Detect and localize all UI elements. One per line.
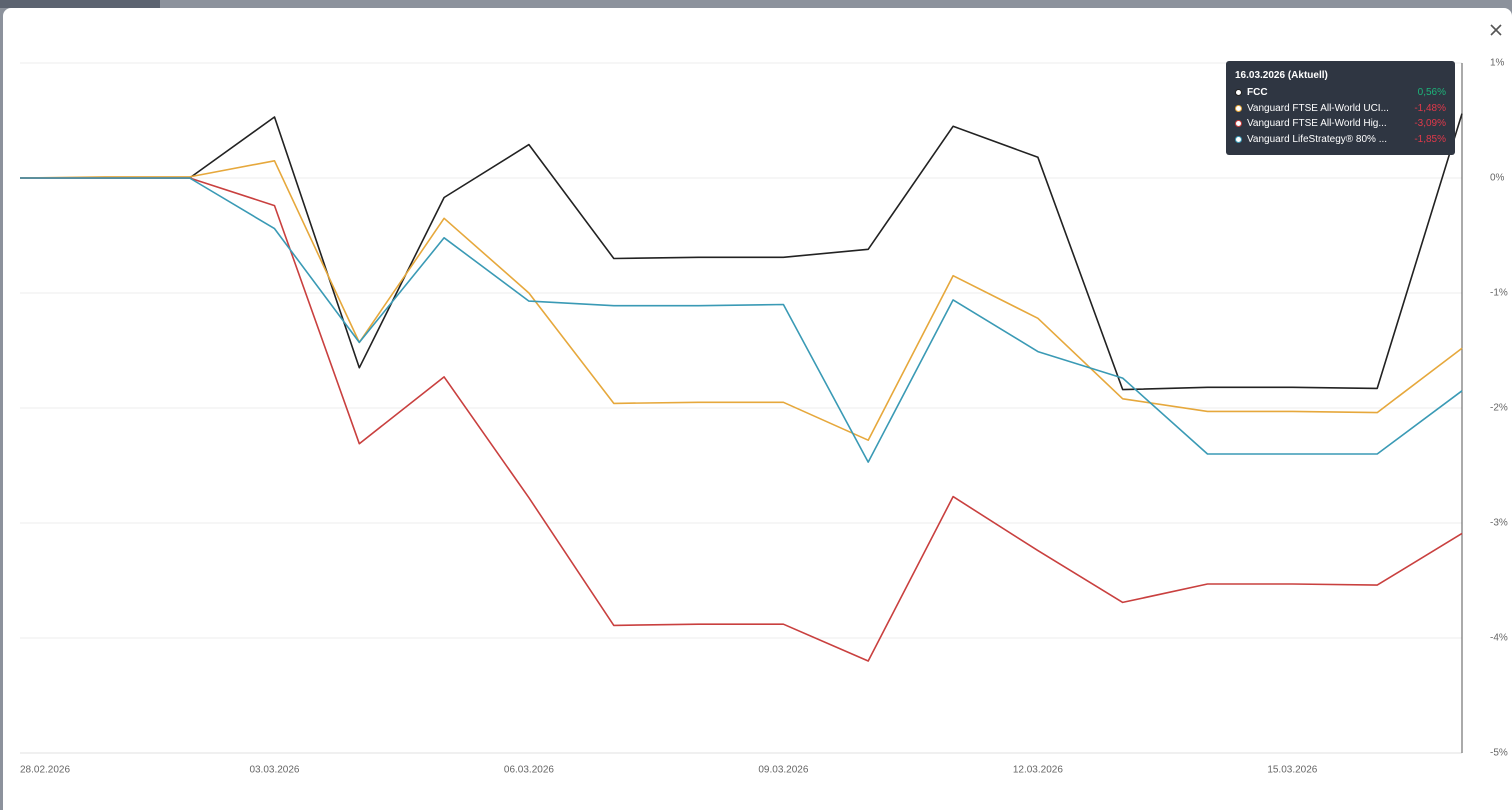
x-tick-label: 28.02.2026 [20,765,70,776]
y-tick-label: 1% [1490,58,1505,69]
x-tick-label: 15.03.2026 [1267,765,1317,776]
series-line [20,113,1463,391]
tooltip-row: Vanguard LifeStrategy® 80% ... -1,85% [1235,132,1446,148]
data-label: 0,56% [1417,87,1446,99]
series-line [20,177,1463,662]
legend-marker [1235,135,1242,143]
y-tick-label: -5% [1490,748,1508,759]
x-tick-label: 06.03.2026 [504,765,554,776]
legend-label: Vanguard FTSE All-World UCI... [1247,102,1389,114]
close-button[interactable] [1490,24,1502,36]
y-tick-label: -4% [1490,633,1508,644]
legend-label: Vanguard LifeStrategy® 80% ... [1247,133,1388,145]
legend-marker [1235,120,1242,128]
legend-label: FCC [1247,87,1268,99]
data-label: -1,48% [1414,102,1446,114]
x-tick-label: 03.03.2026 [249,765,299,776]
tooltip-row: Vanguard FTSE All-World UCI... -1,48% [1235,101,1446,117]
series-line [19,160,1463,441]
legend-marker [1235,89,1242,97]
tooltip: 16.03.2026 (Aktuell) FCC 0,56% Vanguard FT… [1226,61,1455,155]
tooltip-row: Vanguard FTSE All-World Hig... -3,09% [1235,116,1446,132]
y-tick-label: -2% [1490,403,1508,414]
y-tick-label: -1% [1490,288,1508,299]
x-tick-label: 12.03.2026 [1013,765,1063,776]
legend-marker [1235,104,1242,112]
y-tick-label: 0% [1490,173,1505,184]
data-label: -3,09% [1414,118,1446,130]
data-label: -1,85% [1414,133,1446,145]
tooltip-row: FCC 0,56% [1235,85,1446,101]
legend-label: Vanguard FTSE All-World Hig... [1247,118,1387,130]
series-line [20,177,1463,463]
tooltip-title: 16.03.2026 (Aktuell) [1235,70,1328,81]
window-bar [0,0,160,8]
x-tick-label: 09.03.2026 [758,765,808,776]
y-tick-label: -3% [1490,518,1508,529]
